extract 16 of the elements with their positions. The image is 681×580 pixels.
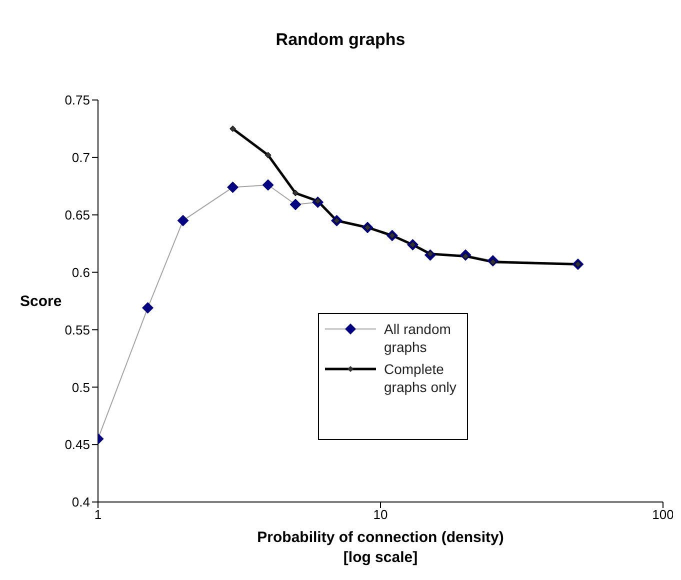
y-tick-label: 0.75 <box>64 92 90 108</box>
y-tick-label: 0.45 <box>64 437 90 452</box>
x-tick-label: 1 <box>94 507 102 522</box>
y-tick-label: 0.5 <box>72 380 90 395</box>
legend-label: All random graphs <box>384 320 452 356</box>
x-axis-title: Probability of connection (density) [log scale] <box>257 529 504 566</box>
y-tick-label: 0.7 <box>72 150 90 166</box>
y-axis-title: Score <box>20 293 62 310</box>
y-tick-label: 0.6 <box>72 264 90 280</box>
x-tick-label: 10 <box>373 507 388 522</box>
legend-label: Complete graphs only <box>384 360 458 396</box>
y-tick-label: 0.55 <box>64 322 90 338</box>
x-tick-label: 100 <box>652 507 674 522</box>
y-tick-label: 0.65 <box>64 207 90 222</box>
y-tick-label: 0.4 <box>72 494 90 510</box>
chart-title: Random graphs <box>274 30 406 50</box>
